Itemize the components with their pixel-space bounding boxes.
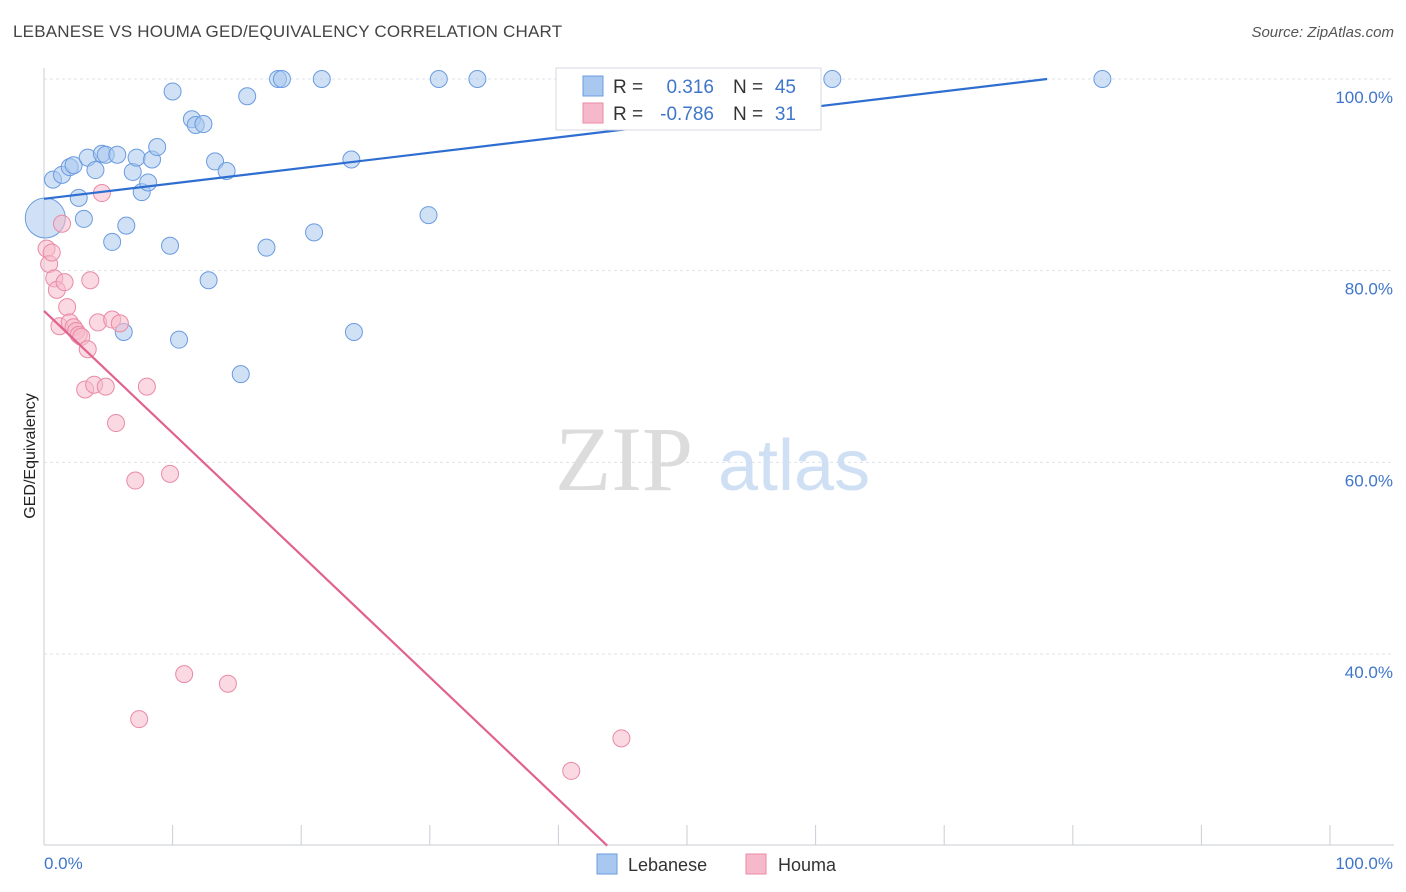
lebanese-trend-line bbox=[43, 77, 1048, 200]
bottom-legend: Lebanese Houma bbox=[596, 853, 837, 875]
houma-points bbox=[37, 184, 631, 780]
lebanese-point bbox=[199, 271, 218, 290]
watermark-atlas: atlas bbox=[718, 426, 870, 506]
lebanese-point bbox=[238, 87, 257, 106]
lebanese-point bbox=[127, 148, 146, 167]
lebanese-point bbox=[1093, 70, 1112, 88]
lebanese-point bbox=[117, 216, 136, 235]
houma-trend-line bbox=[43, 310, 609, 847]
gridlines bbox=[44, 78, 1394, 655]
houma-point bbox=[42, 243, 61, 262]
lebanese-point bbox=[823, 70, 842, 88]
lebanese-point bbox=[161, 236, 180, 255]
bottom-legend-lebanese-label: Lebanese bbox=[628, 855, 707, 875]
lebanese-r-label: R = bbox=[613, 77, 643, 98]
houma-point bbox=[175, 665, 194, 684]
bottom-legend-houma-label: Houma bbox=[778, 855, 837, 875]
lebanese-point bbox=[257, 238, 276, 257]
lebanese-point bbox=[74, 209, 93, 228]
y-tick-label: 100.0% bbox=[1335, 88, 1393, 107]
lebanese-n-value: 45 bbox=[775, 77, 796, 98]
houma-n-label: N = bbox=[733, 104, 763, 125]
bottom-legend-houma-swatch bbox=[745, 853, 767, 875]
houma-r-label: R = bbox=[613, 104, 643, 125]
y-tick-label: 40.0% bbox=[1345, 663, 1393, 682]
houma-point bbox=[78, 340, 97, 359]
lebanese-point bbox=[108, 145, 127, 164]
lebanese-point bbox=[272, 70, 291, 88]
houma-r-value: -0.786 bbox=[660, 104, 714, 125]
houma-point bbox=[218, 674, 237, 693]
lebanese-point bbox=[342, 150, 361, 169]
lebanese-point bbox=[139, 173, 158, 192]
chart-title: LEBANESE VS HOUMA GED/EQUIVALENCY CORREL… bbox=[13, 22, 563, 41]
y-axis-title: GED/Equivalency bbox=[22, 393, 39, 518]
lebanese-point bbox=[69, 188, 88, 207]
lebanese-point bbox=[194, 115, 213, 134]
houma-point bbox=[58, 298, 77, 317]
lebanese-point bbox=[64, 156, 83, 175]
houma-point bbox=[562, 761, 581, 780]
lebanese-point bbox=[163, 82, 182, 101]
houma-point bbox=[137, 377, 156, 396]
x-tick-label-max: 100.0% bbox=[1335, 854, 1393, 873]
houma-point bbox=[612, 729, 631, 748]
houma-point bbox=[130, 710, 149, 729]
houma-point bbox=[110, 314, 129, 333]
watermark: ZIP atlas bbox=[555, 408, 870, 510]
houma-point bbox=[161, 464, 180, 483]
x-axis: 0.0% 100.0% bbox=[44, 825, 1394, 873]
y-axis-labels: 40.0% 60.0% 80.0% 100.0% bbox=[1335, 88, 1393, 682]
stats-legend: R = 0.316 N = 45 R = -0.786 N = 31 bbox=[555, 67, 822, 131]
lebanese-point bbox=[170, 330, 189, 349]
lebanese-point bbox=[148, 138, 167, 157]
lebanese-point bbox=[344, 323, 363, 341]
lebanese-point bbox=[231, 365, 250, 384]
y-tick-label: 80.0% bbox=[1345, 280, 1393, 299]
lebanese-n-label: N = bbox=[733, 77, 763, 98]
y-tick-label: 60.0% bbox=[1345, 471, 1393, 490]
houma-swatch bbox=[582, 102, 604, 124]
houma-n-value: 31 bbox=[775, 104, 796, 125]
lebanese-point bbox=[86, 161, 105, 180]
bottom-legend-lebanese-swatch bbox=[596, 853, 618, 875]
x-tick-label-min: 0.0% bbox=[44, 854, 83, 873]
houma-point bbox=[107, 414, 126, 433]
source-label: Source: ZipAtlas.com bbox=[1251, 24, 1394, 41]
houma-point bbox=[53, 214, 72, 233]
houma-point bbox=[126, 471, 145, 490]
lebanese-point bbox=[419, 206, 438, 225]
lebanese-point bbox=[206, 152, 225, 171]
houma-point bbox=[96, 377, 115, 396]
lebanese-point bbox=[217, 162, 236, 180]
lebanese-point bbox=[468, 70, 487, 88]
lebanese-point bbox=[305, 223, 324, 242]
lebanese-point bbox=[103, 232, 122, 251]
houma-point bbox=[81, 271, 100, 290]
lebanese-point bbox=[429, 70, 448, 88]
houma-point bbox=[55, 273, 74, 292]
lebanese-swatch bbox=[582, 75, 604, 97]
lebanese-point bbox=[312, 70, 331, 88]
x-axis-ticks bbox=[172, 825, 1331, 845]
lebanese-r-value: 0.316 bbox=[666, 77, 714, 98]
watermark-zip: ZIP bbox=[555, 408, 693, 510]
